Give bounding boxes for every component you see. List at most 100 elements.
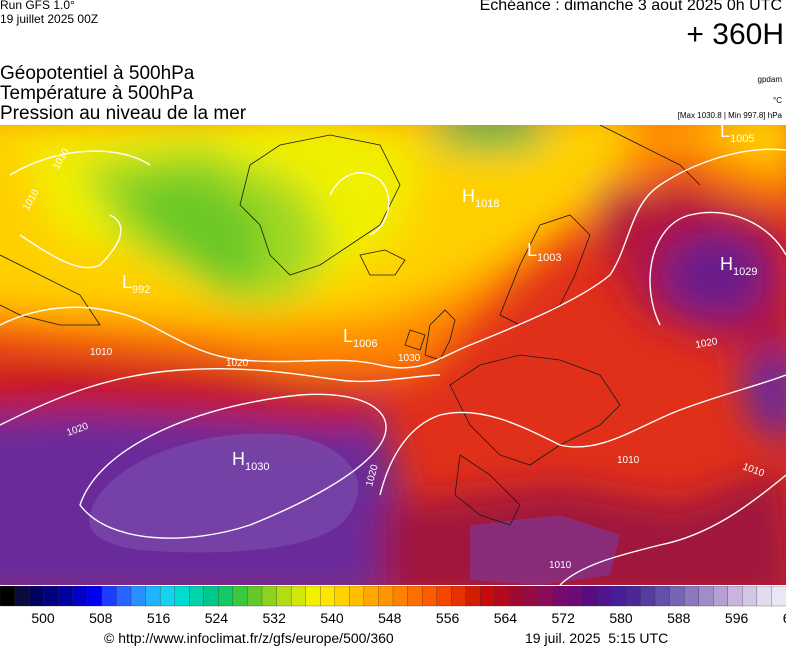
color-swatch — [552, 586, 569, 607]
color-swatch — [159, 586, 176, 607]
colorbar-label: 596 — [725, 610, 749, 626]
center-value: 1029 — [733, 266, 757, 278]
center-value: 1030 — [245, 461, 269, 473]
center-type: L — [720, 125, 730, 141]
colorbar-label: 604 — [783, 610, 786, 626]
color-swatch — [669, 586, 685, 607]
pressure-center: H1030 — [232, 449, 269, 473]
color-swatch — [72, 586, 88, 607]
center-type: H — [720, 254, 733, 274]
color-swatch — [334, 586, 350, 607]
color-swatch — [276, 586, 292, 607]
color-swatch — [116, 586, 132, 607]
color-swatch — [742, 586, 758, 607]
center-type: H — [232, 449, 245, 469]
color-swatch — [465, 586, 481, 607]
center-value: 1003 — [537, 252, 561, 264]
pressure-center: L992 — [122, 272, 150, 296]
field-shading — [0, 125, 786, 585]
unit-label: gpdam — [757, 75, 782, 84]
pressure-center: H1018 — [462, 186, 499, 210]
color-swatch — [203, 586, 219, 607]
color-swatch — [232, 586, 248, 607]
color-swatch — [247, 586, 263, 607]
colorbar-label: 540 — [320, 610, 344, 626]
color-swatch — [582, 586, 598, 607]
colorbar: 500 508 516 524 532 540 548 556 564 572 580 588 596 6… — [0, 586, 786, 626]
color-swatch — [261, 586, 278, 607]
color-swatch — [523, 586, 540, 607]
color-swatch — [451, 586, 467, 607]
color-swatch — [698, 586, 714, 607]
center-value: 992 — [132, 284, 150, 296]
color-swatch — [494, 586, 510, 607]
pressure-center: L1006 — [343, 326, 378, 350]
color-swatch — [713, 586, 729, 607]
color-swatch — [349, 586, 365, 607]
color-swatch — [407, 586, 423, 607]
color-swatch — [640, 586, 656, 607]
color-swatch — [480, 586, 496, 607]
pressure-center: L1005 — [720, 125, 755, 145]
color-swatch — [101, 586, 117, 607]
colorbar-label: 524 — [205, 610, 229, 626]
color-swatch — [130, 586, 147, 607]
field-label: Géopotentiel à 500hPa — [0, 63, 195, 84]
color-swatch — [305, 586, 321, 607]
source-url: © http://www.infoclimat.fr/z/gfs/europe/… — [104, 630, 394, 646]
colorbar-label: 564 — [494, 610, 518, 626]
color-swatch — [189, 586, 205, 607]
field-label: Pression au niveau de la mer — [0, 103, 247, 124]
color-swatch — [378, 586, 394, 607]
run: Run GFS 1.0° — [0, 0, 75, 12]
color-swatch — [392, 586, 409, 607]
color-swatch — [174, 586, 190, 607]
center-type: H — [462, 186, 475, 206]
color-swatch — [218, 586, 234, 607]
colorbar-label: 588 — [667, 610, 691, 626]
color-swatch — [363, 586, 379, 607]
color-swatch — [145, 586, 161, 607]
colorbar-label: 508 — [89, 610, 113, 626]
colorbar-label: 580 — [609, 610, 633, 626]
color-swatch — [771, 586, 786, 607]
center-type: L — [527, 240, 537, 260]
color-swatch — [567, 586, 583, 607]
color-swatch — [14, 586, 30, 607]
colorbar-label: 572 — [552, 610, 576, 626]
isobar-label: 1030 — [398, 353, 421, 364]
isobar-label: 1010 — [617, 455, 640, 466]
colorbar-label: 556 — [436, 610, 460, 626]
color-swatch — [596, 586, 612, 607]
color-swatch — [683, 586, 700, 607]
pressure-center: H1029 — [720, 254, 757, 278]
lead-time: + 360H — [686, 18, 784, 51]
color-swatch — [43, 586, 59, 607]
color-swatch — [0, 586, 16, 607]
center-type: L — [343, 326, 353, 346]
color-swatch — [290, 586, 307, 607]
unit-label: °C — [773, 96, 782, 105]
color-swatch — [625, 586, 641, 607]
center-type: L — [122, 272, 132, 292]
timestamp: 19 juil. 2025 5:15 UTC — [525, 630, 669, 646]
color-swatch — [87, 586, 103, 607]
color-swatch — [611, 586, 627, 607]
colorbar-label: 500 — [31, 610, 55, 626]
color-swatch — [509, 586, 525, 607]
color-swatch — [436, 586, 452, 607]
isobars — [0, 148, 786, 585]
center-value: 1006 — [353, 338, 377, 350]
valid-time: Echéance : dimanche 3 aout 2025 0h UTC — [479, 0, 782, 14]
center-value: 1005 — [730, 133, 754, 145]
color-swatch — [320, 586, 336, 607]
colorbar-label: 516 — [147, 610, 171, 626]
color-swatch — [756, 586, 772, 607]
field-label: Température à 500hPa — [0, 83, 194, 104]
colorbar-label: 548 — [378, 610, 402, 626]
unit-label: [Max 1030.8 | Min 997.8] hPa — [677, 111, 782, 120]
color-swatch — [727, 586, 743, 607]
color-swatch — [421, 586, 438, 607]
isobar-label: 1020 — [226, 358, 249, 369]
color-swatch — [28, 586, 45, 607]
